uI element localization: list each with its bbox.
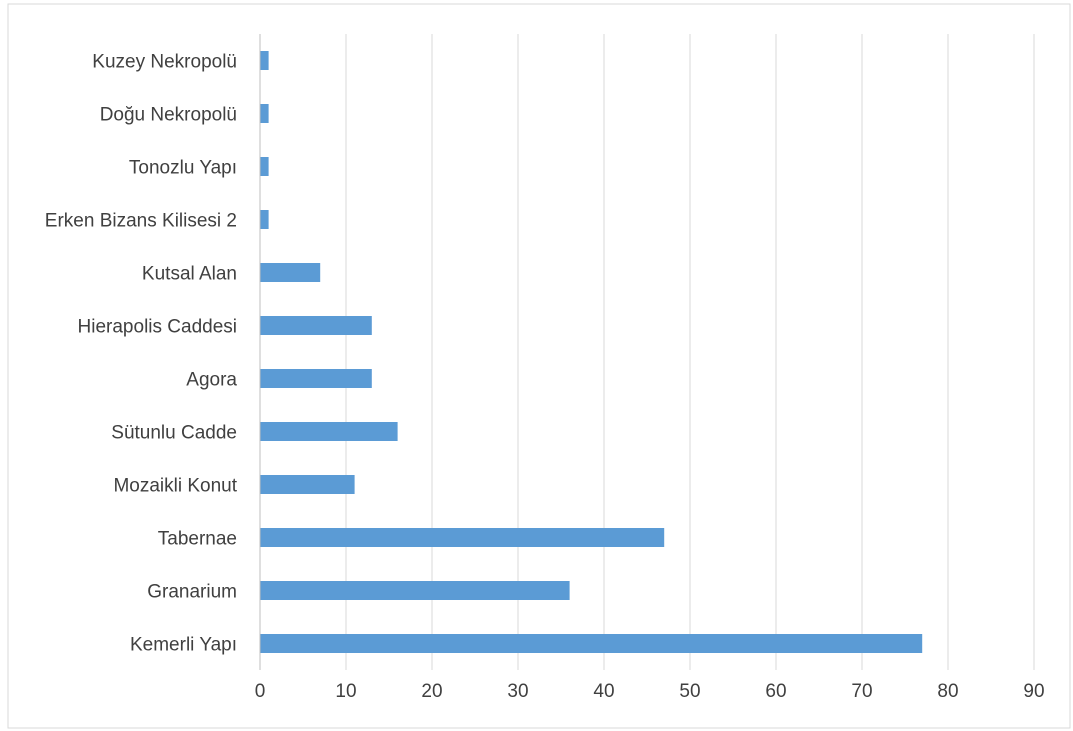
category-label: Tabernae — [158, 529, 237, 550]
category-label: Sütunlu Cadde — [111, 423, 237, 444]
x-tick-label: 70 — [851, 681, 872, 702]
x-tick-label: 30 — [507, 681, 528, 702]
bar — [260, 581, 570, 600]
x-tick-label: 0 — [255, 681, 266, 702]
bars — [260, 51, 923, 653]
x-tick-label: 90 — [1023, 681, 1044, 702]
category-labels: Kemerli Yapı Granarium Tabernae Mozaikli Ko… — [45, 52, 238, 656]
bar — [260, 51, 269, 70]
category-label: Mozaikli Konut — [113, 476, 237, 497]
category-label: Hierapolis Caddesi — [78, 317, 237, 338]
bar — [260, 422, 398, 441]
category-label: Granarium — [147, 582, 237, 603]
category-label: Kemerli Yapı — [130, 635, 237, 656]
x-tick-label: 20 — [421, 681, 442, 702]
bar — [260, 157, 269, 176]
x-tick-label: 60 — [765, 681, 786, 702]
value-axis-tick-labels: 0 10 20 30 40 50 60 70 80 90 — [255, 681, 1045, 702]
bar — [260, 528, 665, 547]
bar — [260, 210, 269, 229]
category-label: Agora — [186, 370, 237, 391]
bar — [260, 634, 923, 653]
category-label: Doğu Nekropolü — [100, 105, 237, 126]
bar — [260, 369, 372, 388]
x-tick-label: 80 — [937, 681, 958, 702]
x-tick-label: 40 — [593, 681, 614, 702]
bar — [260, 316, 372, 335]
category-label: Kutsal Alan — [142, 264, 237, 285]
bar — [260, 104, 269, 123]
x-tick-label: 50 — [679, 681, 700, 702]
chart-border — [7, 3, 1071, 729]
category-label: Erken Bizans Kilisesi 2 — [45, 211, 237, 232]
category-label: Tonozlu Yapı — [129, 158, 237, 179]
bar — [260, 475, 355, 494]
bar — [260, 263, 321, 282]
x-tick-label: 10 — [335, 681, 356, 702]
category-label: Kuzey Nekropolü — [92, 52, 237, 73]
gridlines — [345, 34, 1035, 670]
